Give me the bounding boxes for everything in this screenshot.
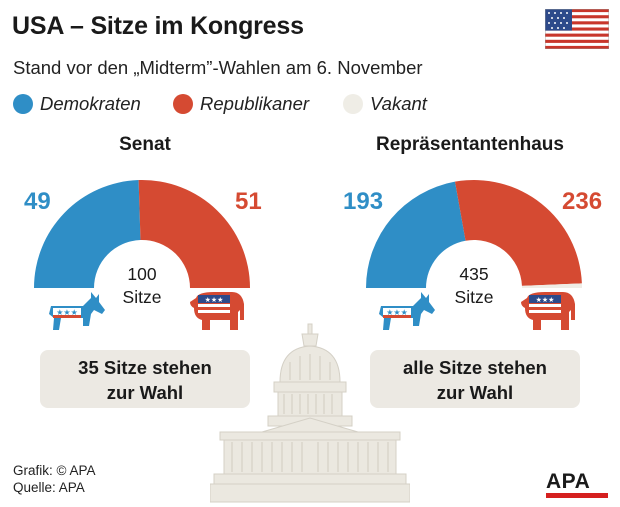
senate-total-number: 100 [127, 264, 157, 284]
house-dem-segment [366, 181, 466, 288]
donkey-icon: ★★★ [49, 292, 105, 330]
apa-logo-icon: APA [546, 470, 608, 498]
legend-label-rep: Republikaner [200, 93, 310, 114]
house-vacant-segment [521, 283, 582, 288]
us-flag-icon [545, 9, 609, 49]
senate-title: Senat [119, 134, 171, 155]
footer-source: Quelle: APA [13, 480, 85, 495]
house-title: Repräsentantenhaus [376, 134, 564, 155]
senate-chart [34, 180, 250, 288]
senate-total-label: 100 Sitze [110, 263, 174, 309]
legend-label-vacant: Vakant [370, 93, 427, 114]
apa-logo-text: APA [546, 470, 591, 493]
house-total-number: 435 [459, 264, 489, 284]
house-total-label: 435 Sitze [442, 263, 506, 309]
legend-item-vacant: Vakant [343, 92, 427, 116]
capitol-icon [210, 323, 410, 503]
house-dem-seats-label: 193 [343, 188, 384, 215]
elephant-icon: ★★★ [521, 292, 575, 330]
donkey-icon: ★★★ [379, 292, 435, 330]
footer: Grafik: © APA Quelle: APA [13, 462, 95, 496]
house-rep-segment [454, 180, 582, 286]
svg-text:★★★: ★★★ [386, 308, 408, 317]
page-subtitle: Stand vor den „Midterm”-Wahlen am 6. Nov… [13, 57, 423, 78]
senate-dem-segment [34, 180, 141, 288]
house-rep-seats-label: 236 [562, 188, 603, 215]
svg-text:★★★: ★★★ [56, 308, 78, 317]
apa-logo-bar [546, 493, 608, 498]
house-total-unit: Sitze [454, 287, 494, 307]
senate-rep-segment [138, 180, 250, 288]
legend-label-dem: Demokraten [40, 93, 141, 114]
senate-note-line1: 35 Sitze stehen [78, 357, 212, 378]
senate-note-line2: zur Wahl [106, 382, 184, 403]
senate-total-unit: Sitze [122, 287, 162, 307]
house-chart [366, 180, 582, 288]
senate-rep-seats-label: 51 [235, 188, 262, 215]
legend-swatch-vacant [343, 94, 363, 114]
house-note-line1: alle Sitze stehen [403, 357, 547, 378]
senate-dem-seats-label: 49 [24, 188, 51, 215]
legend-swatch-rep [173, 94, 193, 114]
senate-note-box: 35 Sitze stehen zur Wahl [40, 350, 250, 408]
house-note-box: alle Sitze stehen zur Wahl [370, 350, 580, 408]
legend-item-dem: Demokraten [13, 92, 141, 116]
house-note-line2: zur Wahl [436, 382, 514, 403]
footer-credit: Grafik: © APA [13, 463, 96, 478]
svg-text:★★★: ★★★ [536, 296, 555, 304]
svg-text:★★★: ★★★ [205, 296, 224, 304]
legend-swatch-dem [13, 94, 33, 114]
elephant-icon: ★★★ [190, 292, 244, 330]
legend-item-rep: Republikaner [173, 92, 309, 116]
page-title: USA – Sitze im Kongress [12, 12, 304, 40]
